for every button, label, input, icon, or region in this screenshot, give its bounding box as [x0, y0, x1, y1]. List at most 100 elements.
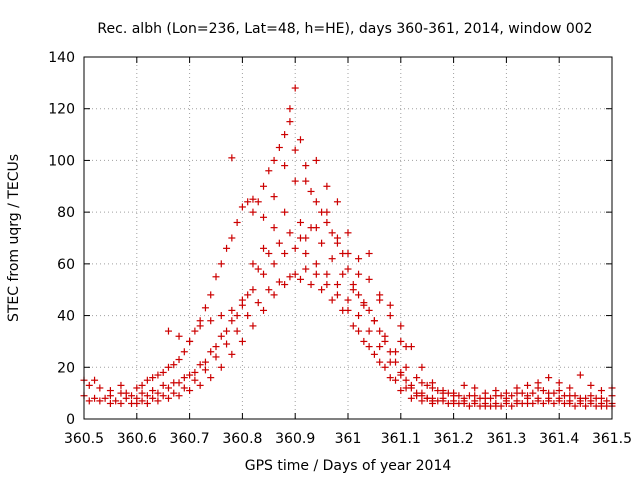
data-point — [534, 394, 542, 402]
data-point — [560, 392, 568, 400]
data-point — [275, 239, 283, 247]
data-point — [244, 291, 252, 299]
data-point — [143, 392, 151, 400]
data-point — [212, 343, 220, 351]
data-point — [223, 340, 231, 348]
data-point — [106, 399, 114, 407]
data-point — [233, 312, 241, 320]
data-point — [339, 270, 347, 278]
data-point — [96, 397, 104, 405]
data-point — [238, 337, 246, 345]
data-point — [154, 371, 162, 379]
data-point — [296, 275, 304, 283]
data-point — [265, 286, 273, 294]
data-point — [402, 384, 410, 392]
data-point — [191, 327, 199, 335]
y-tick-labels: 0 20 40 60 80 100 120 140 — [48, 50, 75, 428]
data-point — [180, 384, 188, 392]
data-point — [249, 322, 257, 330]
data-point — [281, 208, 289, 216]
data-point — [487, 394, 495, 402]
data-point — [170, 361, 178, 369]
x-tick-label: 360.6 — [117, 431, 157, 447]
data-point — [159, 381, 167, 389]
data-point — [281, 281, 289, 289]
data-point — [397, 387, 405, 395]
data-point — [592, 394, 600, 402]
plot-frame — [83, 56, 613, 420]
data-point — [418, 389, 426, 397]
data-point — [186, 371, 194, 379]
data-point — [238, 296, 246, 304]
data-point — [386, 374, 394, 382]
data-point — [238, 203, 246, 211]
data-point — [518, 389, 526, 397]
data-point — [307, 224, 315, 232]
data-point — [265, 250, 273, 258]
data-point — [175, 392, 183, 400]
data-point — [260, 213, 268, 221]
data-point — [539, 387, 547, 395]
data-point — [217, 363, 225, 371]
data-point — [138, 397, 146, 405]
data-point — [434, 397, 442, 405]
data-point — [196, 361, 204, 369]
data-point — [418, 397, 426, 405]
data-point — [355, 270, 363, 278]
data-point — [386, 358, 394, 366]
data-point — [465, 392, 473, 400]
data-point — [275, 278, 283, 286]
data-point — [365, 343, 373, 351]
data-point — [444, 389, 452, 397]
data-point — [555, 379, 563, 387]
data-point — [201, 366, 209, 374]
data-point — [233, 218, 241, 226]
data-point — [344, 265, 352, 273]
y-axis-label: STEC from uqrg / TECUs — [6, 154, 22, 322]
data-point — [534, 384, 542, 392]
data-point — [180, 374, 188, 382]
data-point — [302, 162, 310, 170]
data-point — [201, 304, 209, 312]
data-point — [487, 402, 495, 410]
data-point — [286, 118, 294, 126]
data-point — [291, 84, 299, 92]
data-point — [286, 105, 294, 113]
data-point — [281, 162, 289, 170]
y-tick-label: 40 — [57, 309, 75, 325]
data-point — [518, 399, 526, 407]
data-point — [302, 250, 310, 258]
data-point — [186, 337, 194, 345]
data-point — [603, 397, 611, 405]
data-point — [428, 399, 436, 407]
data-point — [106, 392, 114, 400]
data-point — [275, 144, 283, 151]
y-tick-label: 60 — [57, 257, 75, 273]
data-point — [513, 397, 521, 405]
data-point — [244, 312, 252, 320]
data-point — [318, 239, 326, 247]
data-point — [112, 397, 120, 405]
x-tick-label: 361.3 — [486, 431, 526, 447]
data-point — [550, 389, 558, 397]
data-point — [286, 273, 294, 281]
data-point — [122, 394, 130, 402]
data-point — [260, 182, 268, 190]
data-point — [149, 394, 157, 402]
data-point — [233, 327, 241, 335]
data-point — [201, 358, 209, 366]
data-point — [291, 270, 299, 278]
data-point — [270, 260, 278, 268]
y-tick-label: 0 — [66, 412, 75, 428]
data-point — [587, 392, 595, 400]
data-point — [170, 379, 178, 387]
data-point — [296, 136, 304, 144]
data-point — [376, 343, 384, 351]
data-point — [587, 381, 595, 389]
data-point — [524, 392, 532, 400]
data-point — [265, 167, 273, 175]
data-point — [207, 348, 215, 356]
data-point — [164, 363, 172, 371]
data-point — [307, 281, 315, 289]
data-point — [529, 389, 537, 397]
